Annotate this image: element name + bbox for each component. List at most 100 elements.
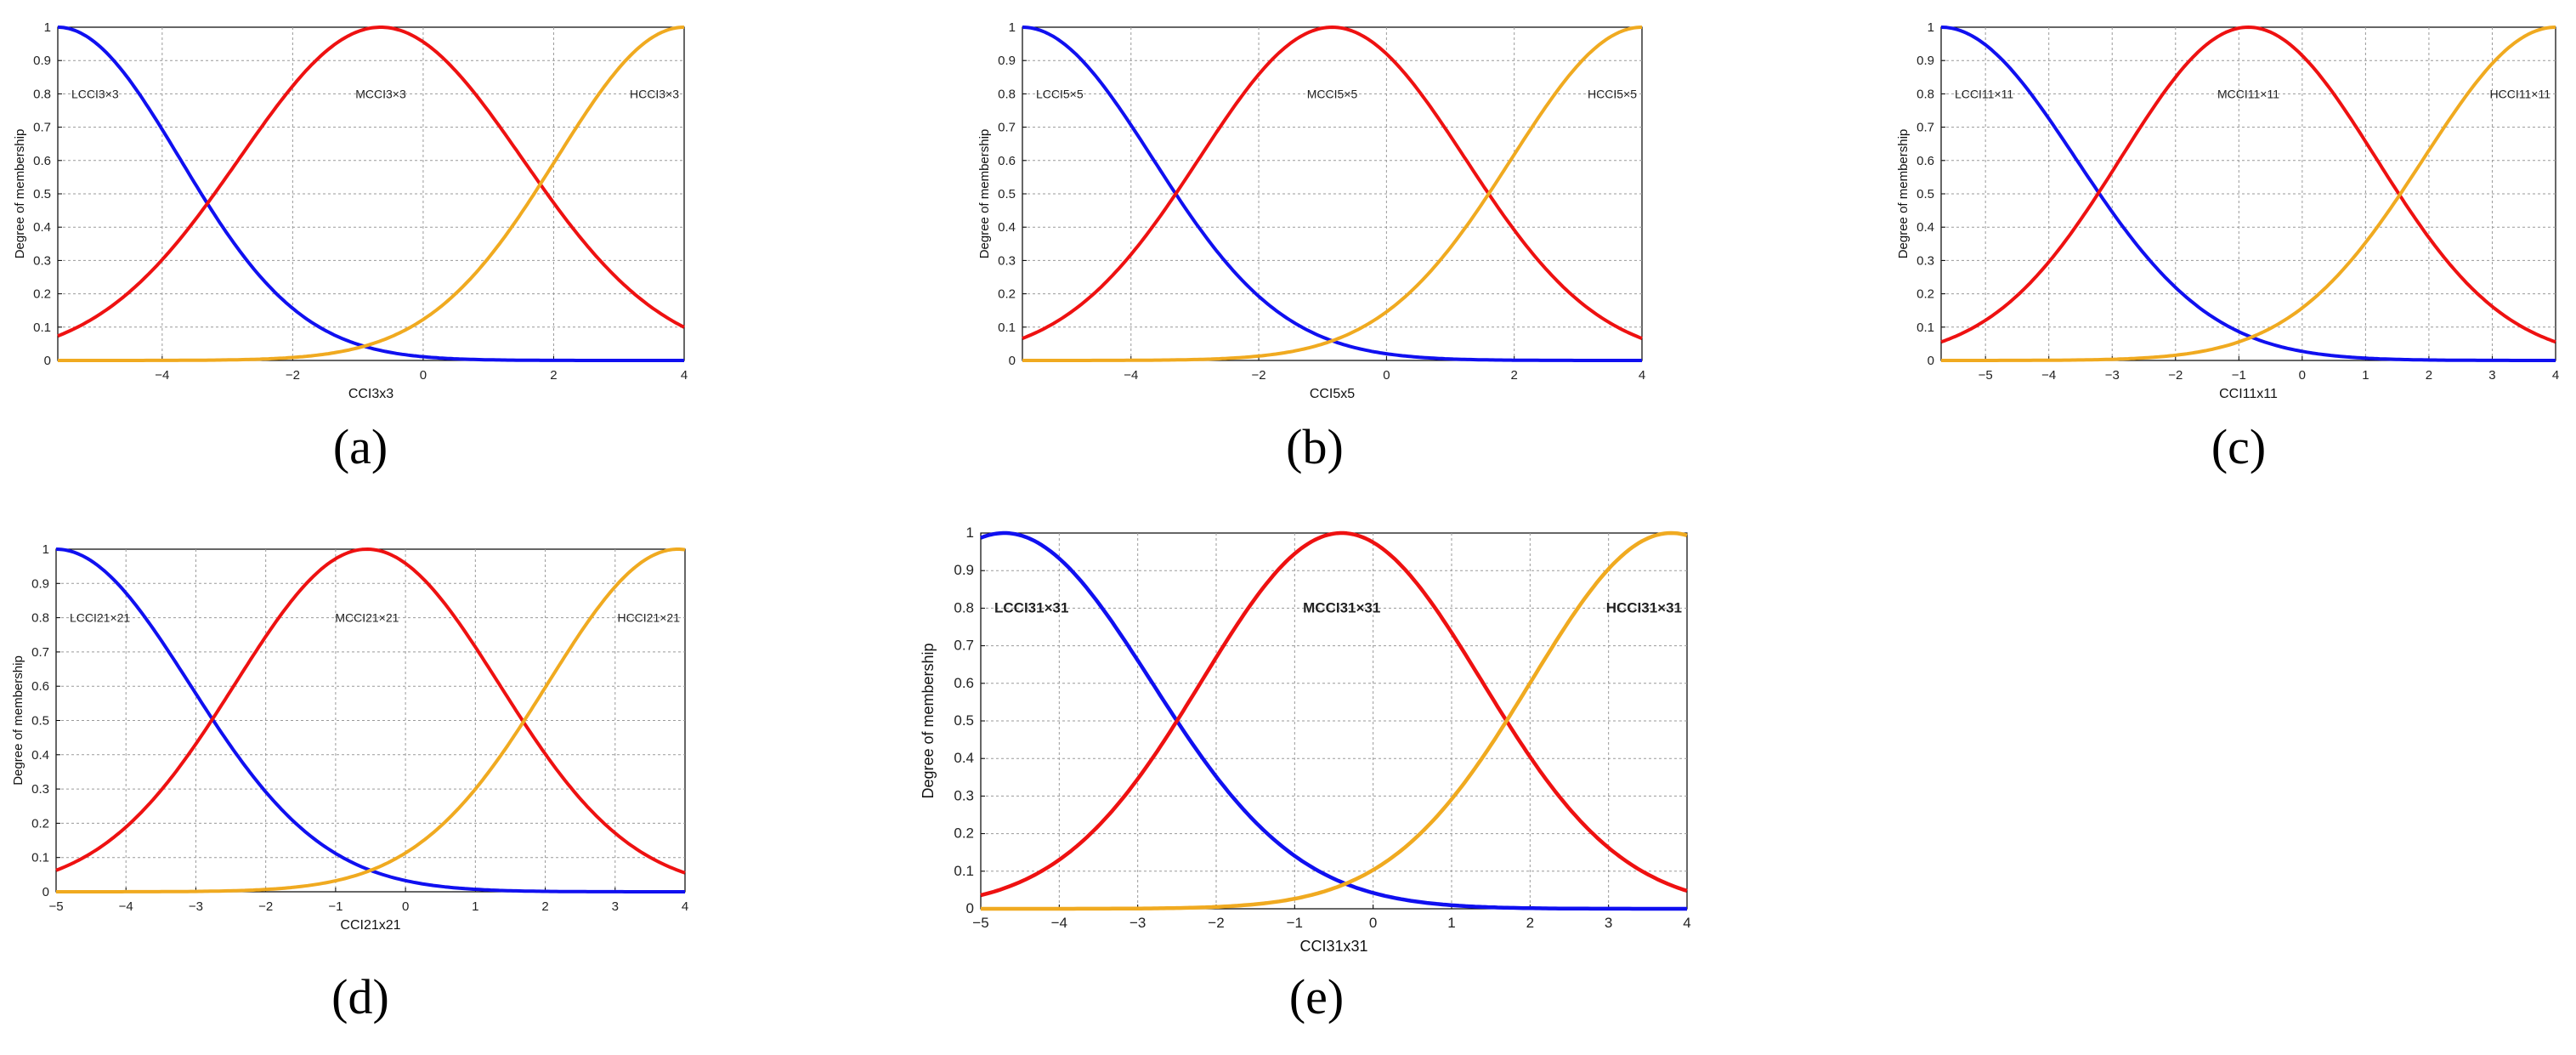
gridlines	[1941, 27, 2556, 360]
y-tick-label: 0.6	[954, 675, 974, 691]
x-tick-label: 0	[420, 368, 427, 383]
series-label-low: LCCI31×31	[994, 599, 1068, 615]
x-tick-label: 2	[1511, 368, 1518, 383]
x-tick-label: 0	[1383, 368, 1390, 383]
y-tick-label: 0.5	[33, 187, 51, 201]
x-tick-label: −2	[286, 368, 300, 383]
y-axis-label: Degree of membership	[977, 129, 992, 259]
x-tick-label: −3	[189, 899, 203, 914]
y-tick-label: 0.9	[954, 562, 974, 578]
series-label-mid: MCCI21×21	[335, 611, 399, 625]
x-tick-label: −1	[1287, 915, 1303, 931]
x-tick-label: 4	[2552, 368, 2559, 383]
x-tick-label: 3	[2488, 368, 2495, 383]
panel-label: (a)	[333, 419, 388, 474]
y-tick-label: 0.2	[1916, 287, 1934, 302]
x-tick-label: −3	[1129, 915, 1146, 931]
x-tick-label: −5	[972, 915, 988, 931]
y-tick-label: 1	[1928, 20, 1934, 35]
y-tick-label: 0.7	[998, 121, 1016, 135]
y-tick-label: 0.7	[954, 638, 974, 654]
series-label-high: HCCI5×5	[1588, 87, 1637, 100]
x-tick-label: −4	[2041, 368, 2056, 383]
y-tick-label: 0.5	[954, 712, 974, 729]
y-tick-label: 0.1	[33, 320, 51, 335]
y-tick-label: 0.8	[1916, 87, 1934, 101]
y-tick-label: 0.4	[954, 750, 974, 766]
y-tick-label: 1	[42, 542, 49, 557]
x-tick-label: 0	[1369, 915, 1377, 931]
y-tick-label: 1	[966, 525, 974, 541]
y-tick-label: 0.5	[998, 187, 1016, 201]
y-tick-label: 0.9	[31, 576, 49, 591]
x-tick-label: 4	[1639, 368, 1645, 383]
y-tick-label: 0.9	[998, 54, 1016, 68]
y-tick-label: 0.6	[1916, 154, 1934, 168]
y-tick-label: 0	[42, 885, 49, 899]
y-tick-label: 0.2	[998, 287, 1016, 302]
x-tick-label: −2	[2168, 368, 2183, 383]
low-membership-curve	[1940, 26, 2556, 362]
y-tick-label: 0.3	[1916, 253, 1934, 268]
x-axis-label: CCI31x31	[1299, 938, 1367, 955]
y-tick-label: 1	[1009, 20, 1016, 35]
x-tick-label: −4	[119, 899, 133, 914]
y-tick-label: 0.9	[1916, 54, 1934, 68]
y-axis-label: Degree of membership	[11, 655, 25, 786]
y-tick-label: 1	[44, 20, 51, 35]
x-tick-label: 4	[1683, 915, 1690, 931]
series-label-low: LCCI21×21	[70, 611, 130, 625]
y-tick-label: 0	[966, 900, 974, 916]
y-tick-label: 0.5	[1916, 187, 1934, 201]
y-tick-label: 0.4	[1916, 220, 1934, 235]
y-tick-label: 0.6	[31, 679, 49, 694]
x-tick-label: 2	[1526, 915, 1534, 931]
y-tick-label: 0.8	[954, 599, 974, 615]
gridlines	[981, 533, 1687, 909]
x-tick-label: −1	[328, 899, 343, 914]
y-tick-label: 0.6	[33, 154, 51, 168]
panel-b: 0 0.1 0.2 0.3 0.4 0.5 0.6 0.7 0.8 0.9 1 −4 −2 0 2 4 CCI5…	[977, 20, 1645, 474]
mid-membership-curve	[1022, 26, 1643, 340]
y-tick-label: 0.6	[998, 154, 1016, 168]
series-label-mid: MCCI11×11	[2217, 87, 2279, 100]
high-membership-curve	[1022, 26, 1643, 362]
plot-frame	[55, 548, 686, 893]
y-tick-label: 0	[44, 354, 51, 368]
panel-d: 0 0.1 0.2 0.3 0.4 0.5 0.6 0.7 0.8 0.9 1 −5 −4 −3 −2 −1 0…	[11, 542, 688, 1024]
y-tick-label: 0.3	[998, 253, 1016, 268]
y-axis-label: Degree of membership	[920, 643, 937, 798]
panel-e: 0 0.1 0.2 0.3 0.4 0.5 0.6 0.7 0.8 0.9 1 −5 −4 −3 −2 −1 0…	[920, 525, 1691, 1024]
y-tick-label: 0.3	[31, 782, 49, 797]
high-membership-curve	[981, 530, 1688, 911]
y-tick-label: 0.4	[31, 748, 49, 763]
x-axis-label: CCI11x11	[2219, 387, 2278, 401]
y-tick-label: 0.3	[33, 253, 51, 268]
x-tick-label: 2	[550, 368, 557, 383]
series-label-high: HCCI11×11	[2490, 87, 2551, 100]
panel-label: (e)	[1289, 969, 1344, 1024]
x-tick-label: −3	[2105, 368, 2120, 383]
panel-label: (b)	[1286, 419, 1344, 474]
x-tick-label: 1	[472, 899, 478, 914]
y-axis-label: Degree of membership	[1896, 129, 1911, 259]
x-tick-label: −2	[1208, 915, 1224, 931]
series-label-low: LCCI5×5	[1036, 87, 1084, 100]
y-tick-label: 0.2	[954, 825, 974, 842]
y-tick-label: 0.5	[31, 714, 49, 729]
y-tick-label: 0	[1928, 354, 1934, 368]
low-membership-curve	[980, 530, 1687, 911]
panel-c: 0 0.1 0.2 0.3 0.4 0.5 0.6 0.7 0.8 0.9 1 −5 −4 −3 −2 −1 0…	[1896, 20, 2559, 474]
panel-label: (d)	[331, 969, 389, 1024]
y-tick-label: 0.7	[33, 121, 51, 135]
x-tick-label: −5	[1979, 368, 1993, 383]
y-tick-label: 0.4	[33, 220, 51, 235]
series-label-mid: MCCI5×5	[1307, 87, 1358, 100]
y-tick-label: 0	[1009, 354, 1016, 368]
mid-membership-curve	[57, 26, 685, 338]
series-label-low: LCCI11×11	[1955, 87, 2013, 100]
x-tick-label: −4	[155, 368, 169, 383]
y-tick-label: 0.1	[998, 320, 1016, 335]
x-tick-label: −2	[258, 899, 273, 914]
x-tick-label: 2	[541, 899, 548, 914]
